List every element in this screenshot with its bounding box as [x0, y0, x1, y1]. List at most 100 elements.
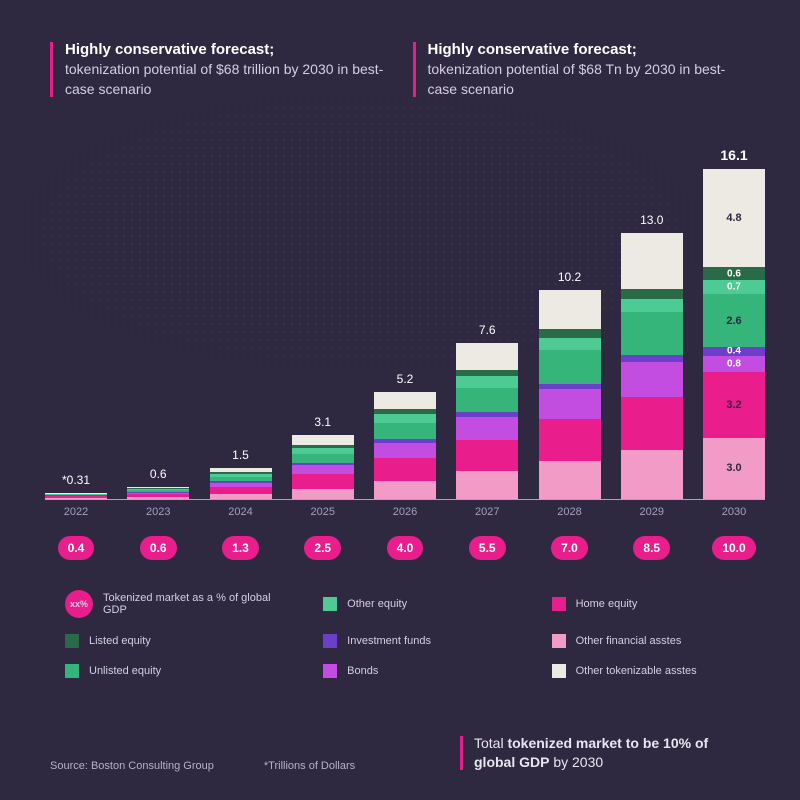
footnote-text: *Trillions of Dollars [264, 760, 355, 772]
legend-item: Other financial asstes [552, 634, 750, 648]
gdp-value: 0.6 [140, 536, 177, 560]
segment-bonds: 0.8 [703, 356, 765, 372]
callout-post: by 2030 [549, 754, 603, 770]
header-right-subtitle: tokenization potential of $68 Tn by 2030… [428, 60, 751, 99]
segment-home_equity [127, 494, 189, 497]
segment-investment_funds [210, 481, 272, 482]
segment-investment_funds [292, 463, 354, 465]
segment-investment_funds [127, 492, 189, 493]
segment-home_equity [210, 487, 272, 494]
bar-total-label: *0.31 [45, 473, 107, 493]
segment-listed_equity [621, 289, 683, 299]
gdp-pill: 10.0 [703, 536, 765, 560]
bar-2024: 1.5 [210, 468, 272, 499]
segment-investment_funds [539, 384, 601, 390]
segment-bonds [210, 483, 272, 487]
callout-pre: Total [474, 735, 507, 751]
legend-item: Investment funds [323, 634, 521, 648]
legend-gdp-text: Tokenized market as a % of global GDP [103, 592, 293, 616]
segment-bonds [292, 465, 354, 474]
legend-item: Other tokenizable asstes [552, 664, 750, 678]
segment-unlisted_equity [45, 494, 107, 495]
legend: xx% Tokenized market as a % of global GD… [65, 590, 750, 678]
segment-unlisted_equity [621, 312, 683, 355]
bar-2029: 13.0 [621, 233, 683, 499]
segment-home_equity [456, 440, 518, 472]
year-label: 2028 [539, 506, 601, 518]
year-label: 2030 [703, 506, 765, 518]
segment-other_tokenizable_assets [45, 493, 107, 494]
segment-listed_equity [127, 488, 189, 489]
header-row: Highly conservative forecast; tokenizati… [0, 0, 800, 99]
legend-swatch [65, 634, 79, 648]
segment-value-label: 0.4 [703, 346, 765, 357]
legend-item: Other equity [323, 590, 521, 618]
gdp-value: 10.0 [712, 536, 755, 560]
segment-other_financial_assets [456, 471, 518, 499]
bar-total-label: 7.6 [456, 323, 518, 343]
segment-investment_funds [621, 355, 683, 362]
header-left: Highly conservative forecast; tokenizati… [65, 40, 388, 99]
gdp-value: 5.5 [469, 536, 506, 560]
segment-bonds [621, 362, 683, 397]
bar-total-label: 1.5 [210, 448, 272, 468]
accent-bar [50, 42, 53, 97]
legend-item: Home equity [552, 590, 750, 618]
segment-value-label: 3.0 [703, 462, 765, 474]
header-right-title: Highly conservative forecast; [428, 40, 751, 60]
segment-other_tokenizable_assets [374, 392, 436, 408]
segment-value-label: 0.7 [703, 281, 765, 292]
segment-other_tokenizable_assets: 4.8 [703, 169, 765, 267]
segment-home_equity [45, 496, 107, 498]
legend-swatch [323, 597, 337, 611]
year-label: 2023 [127, 506, 189, 518]
segment-investment_funds [374, 439, 436, 443]
segment-other_equity [539, 338, 601, 350]
header-right: Highly conservative forecast; tokenizati… [428, 40, 751, 99]
gdp-value: 2.5 [304, 536, 341, 560]
year-label: 2022 [45, 506, 107, 518]
segment-listed_equity [539, 329, 601, 338]
segment-listed_equity: 0.6 [703, 267, 765, 279]
segment-unlisted_equity [210, 477, 272, 481]
year-label: 2026 [374, 506, 436, 518]
header-left-title: Highly conservative forecast; [65, 40, 388, 60]
gdp-value: 1.3 [222, 536, 259, 560]
gdp-pill: 2.5 [292, 536, 354, 560]
gdp-pill: 4.0 [374, 536, 436, 560]
legend-label: Other equity [347, 598, 407, 610]
segment-bonds [539, 389, 601, 419]
segment-other_financial_assets [621, 450, 683, 499]
segment-other_equity: 0.7 [703, 280, 765, 294]
segment-home_equity [539, 419, 601, 461]
segment-value-label: 4.8 [703, 212, 765, 224]
segment-investment_funds: 0.4 [703, 347, 765, 355]
segment-other_equity [45, 494, 107, 495]
bar-total-label: 13.0 [621, 213, 683, 233]
year-label: 2027 [456, 506, 518, 518]
segment-other_equity [210, 474, 272, 477]
segment-listed_equity [456, 370, 518, 377]
segment-listed_equity [292, 445, 354, 449]
legend-label: Unlisted equity [89, 665, 161, 677]
segment-other_tokenizable_assets [621, 233, 683, 289]
bar-2026: 5.2 [374, 392, 436, 499]
segment-home_equity [374, 458, 436, 481]
legend-swatch [552, 634, 566, 648]
segment-unlisted_equity [374, 423, 436, 439]
segment-value-label: 3.2 [703, 399, 765, 411]
legend-swatch [323, 664, 337, 678]
year-label: 2024 [210, 506, 272, 518]
segment-listed_equity [374, 409, 436, 415]
axis-baseline [45, 499, 765, 500]
segment-other_equity [456, 376, 518, 387]
bar-series: *0.310.61.53.15.27.610.213.03.03.20.80.4… [45, 159, 765, 499]
segment-unlisted_equity: 2.6 [703, 294, 765, 347]
segment-other_financial_assets [539, 461, 601, 499]
segment-bonds [456, 417, 518, 440]
bar-2023: 0.6 [127, 487, 189, 499]
legend-swatch [552, 664, 566, 678]
gdp-value: 7.0 [551, 536, 588, 560]
segment-other_equity [127, 489, 189, 490]
bar-2028: 10.2 [539, 290, 601, 499]
